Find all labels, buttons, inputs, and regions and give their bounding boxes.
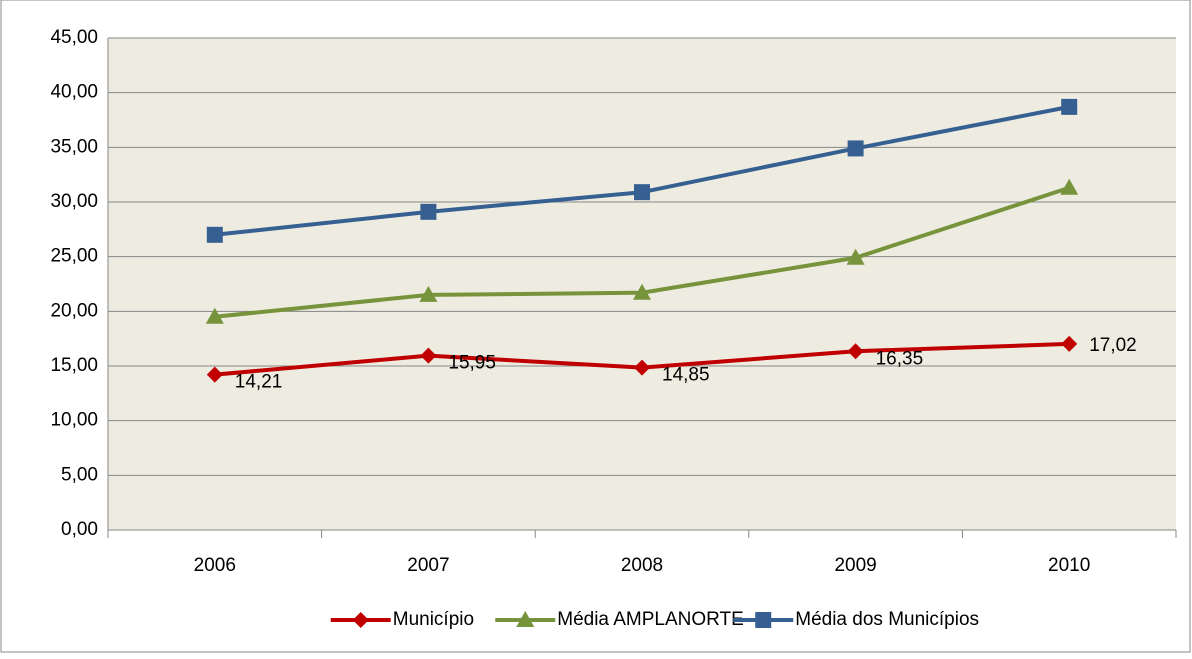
- marker: [420, 347, 437, 364]
- marker: [206, 366, 223, 383]
- x-tick-label: 2008: [621, 555, 663, 576]
- marker: [846, 248, 865, 265]
- data-label: 14,85: [662, 365, 710, 386]
- marker: [420, 203, 437, 220]
- y-tick-label: 10,00: [50, 410, 98, 431]
- x-tick-label: 2007: [407, 555, 449, 576]
- x-tick-label: 2006: [194, 555, 236, 576]
- y-tick-label: 30,00: [50, 191, 98, 212]
- y-tick-label: 35,00: [50, 136, 98, 157]
- marker: [847, 343, 864, 360]
- marker: [206, 226, 223, 243]
- y-tick-label: 40,00: [50, 82, 98, 103]
- y-tick-label: 5,00: [61, 464, 98, 485]
- marker: [634, 184, 650, 201]
- y-tick-label: 0,00: [61, 519, 98, 540]
- marker: [847, 140, 864, 157]
- marker: [633, 283, 651, 300]
- marker: [755, 612, 772, 628]
- legend-label: Município: [393, 609, 474, 630]
- marker: [1061, 98, 1078, 115]
- y-tick-label: 25,00: [50, 246, 98, 267]
- marker: [634, 359, 650, 376]
- y-tick-label: 45,00: [50, 27, 98, 48]
- x-tick-label: 2009: [834, 555, 876, 576]
- marker: [1060, 178, 1079, 195]
- legend-label: Média dos Municípios: [795, 609, 979, 630]
- marker: [516, 611, 535, 627]
- data-label: 15,95: [448, 353, 496, 374]
- marker: [419, 285, 438, 302]
- legend-label: Média AMPLANORTE: [557, 609, 744, 630]
- marker: [1061, 335, 1078, 352]
- y-tick-label: 20,00: [50, 300, 98, 321]
- data-label: 14,21: [235, 372, 283, 393]
- x-tick-label: 2010: [1048, 555, 1090, 576]
- data-label: 16,35: [876, 348, 924, 369]
- y-tick-label: 15,00: [50, 355, 98, 376]
- marker: [352, 612, 369, 628]
- marker: [205, 307, 224, 324]
- data-label: 17,02: [1089, 335, 1137, 356]
